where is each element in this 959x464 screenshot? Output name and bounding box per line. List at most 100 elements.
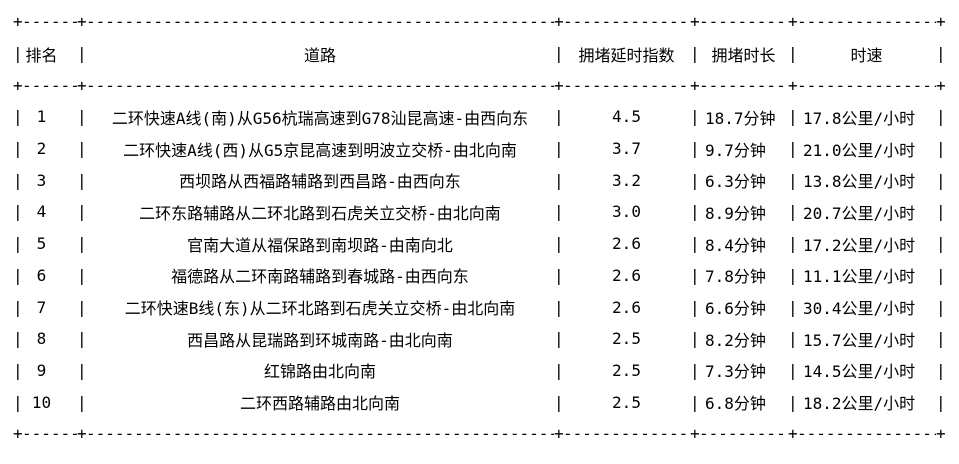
column-separator: | — [77, 265, 87, 285]
congestion-duration-cell: 6.3分钟 — [705, 172, 766, 192]
speed-cell: 17.2公里/小时 — [803, 235, 916, 255]
column-separator: | — [788, 392, 798, 412]
border-corner: + — [690, 12, 700, 32]
congestion-duration-cell: 6.8分钟 — [705, 394, 766, 414]
speed-cell: 30.4公里/小时 — [803, 299, 916, 319]
column-separator: | — [13, 44, 23, 64]
border-dash-line: ----------------------------------------… — [563, 424, 690, 444]
border-corner: + — [13, 424, 23, 444]
column-separator: | — [13, 329, 23, 349]
column-separator: | — [690, 297, 700, 317]
road-cell: 二环东路辅路从二环北路到石虎关立交桥-由北向南 — [139, 203, 501, 223]
column-separator: | — [13, 107, 23, 127]
border-corner: + — [554, 12, 564, 32]
column-separator: | — [788, 107, 798, 127]
border-corner: + — [690, 424, 700, 444]
header-speed: 时速 — [850, 45, 883, 65]
column-separator: | — [788, 360, 798, 380]
column-separator: | — [77, 297, 87, 317]
column-separator: | — [690, 107, 700, 127]
border-dash-line: ----------------------------------------… — [563, 75, 690, 95]
congestion-duration-cell: 8.2分钟 — [705, 330, 766, 350]
column-separator: | — [690, 44, 700, 64]
road-cell: 二环西路辅路由北向南 — [239, 394, 400, 414]
road-cell: 二环快速A线(南)从G56杭瑞高速到G78汕昆高速-由西向东 — [111, 108, 529, 128]
column-separator: | — [936, 202, 946, 222]
speed-cell: 11.1公里/小时 — [803, 267, 916, 287]
speed-cell: 17.8公里/小时 — [803, 108, 916, 128]
column-separator: | — [690, 329, 700, 349]
border-corner: + — [936, 12, 946, 32]
column-separator: | — [13, 202, 23, 222]
column-separator: | — [13, 234, 23, 254]
border-dash-line: ----------------------------------------… — [86, 12, 554, 32]
congestion-duration-cell: 7.8分钟 — [705, 267, 766, 287]
border-dash-line: ----------------------------------------… — [699, 75, 788, 95]
header-congestion-index: 拥堵延时指数 — [578, 45, 675, 65]
column-separator: | — [788, 202, 798, 222]
column-separator: | — [554, 234, 564, 254]
column-separator: | — [788, 44, 798, 64]
table-body: | 1 | 二环快速A线(南)从G56杭瑞高速到G78汕昆高速-由西向东 | 4… — [13, 101, 959, 418]
column-separator: | — [690, 360, 700, 380]
table-row: | 9 | 红锦路由北向南 | 2.5 | 7.3分钟 | 14.5公里/小时 … — [13, 355, 959, 387]
column-separator: | — [77, 139, 87, 159]
border-corner: + — [13, 75, 23, 95]
column-separator: | — [77, 360, 87, 380]
table-row: | 5 | 官南大道从福保路到南坝路-由南向北 | 2.6 | 8.4分钟 | … — [13, 228, 959, 260]
column-separator: | — [690, 265, 700, 285]
column-separator: | — [690, 234, 700, 254]
border-dash-line: ----------------------------------------… — [22, 75, 77, 95]
congestion-index-cell: 4.5 — [612, 107, 641, 127]
column-separator: | — [554, 265, 564, 285]
header-road: 道路 — [303, 45, 336, 65]
column-separator: | — [554, 392, 564, 412]
table-row: | 3 | 西坝路从西福路辅路到西昌路-由西向东 | 3.2 | 6.3分钟 |… — [13, 164, 959, 196]
column-separator: | — [77, 234, 87, 254]
speed-cell: 13.8公里/小时 — [803, 172, 916, 192]
congestion-index-cell: 2.6 — [612, 234, 641, 254]
column-separator: | — [554, 170, 564, 190]
table-row: | 4 | 二环东路辅路从二环北路到石虎关立交桥-由北向南 | 3.0 | 8.… — [13, 196, 959, 228]
column-separator: | — [788, 139, 798, 159]
border-dash-line: ----------------------------------------… — [22, 12, 77, 32]
table-row: | 8 | 西昌路从昆瑞路到环城南路-由北向南 | 2.5 | 8.2分钟 | … — [13, 323, 959, 355]
column-separator: | — [554, 360, 564, 380]
table-border-bottom: +---------------------------------------… — [13, 418, 959, 450]
congestion-index-cell: 3.2 — [612, 170, 641, 190]
rank-cell: 10 — [31, 392, 52, 412]
congestion-duration-cell: 18.7分钟 — [705, 108, 776, 128]
column-separator: | — [936, 234, 946, 254]
column-separator: | — [690, 139, 700, 159]
road-cell: 官南大道从福保路到南坝路-由南向北 — [187, 235, 453, 255]
column-separator: | — [13, 360, 23, 380]
border-corner: + — [788, 75, 798, 95]
rank-cell: 7 — [36, 297, 47, 317]
border-dash-line: ----------------------------------------… — [797, 424, 936, 444]
border-corner: + — [554, 424, 564, 444]
border-dash-line: ----------------------------------------… — [797, 75, 936, 95]
rank-cell: 1 — [36, 107, 47, 127]
column-separator: | — [13, 297, 23, 317]
rank-cell: 4 — [36, 202, 47, 222]
road-cell: 二环快速A线(西)从G5京昆高速到明波立交桥-由北向南 — [123, 140, 517, 160]
congestion-duration-cell: 8.9分钟 — [705, 203, 766, 223]
header-congestion-duration: 拥堵时长 — [711, 45, 776, 65]
rank-cell: 3 — [36, 170, 47, 190]
column-separator: | — [788, 234, 798, 254]
column-separator: | — [936, 265, 946, 285]
column-separator: | — [554, 297, 564, 317]
speed-cell: 18.2公里/小时 — [803, 394, 916, 414]
road-cell: 西坝路从西福路辅路到西昌路-由西向东 — [179, 172, 461, 192]
border-dash-line: ----------------------------------------… — [797, 12, 936, 32]
column-separator: | — [788, 265, 798, 285]
rank-cell: 9 — [36, 360, 47, 380]
column-separator: | — [554, 139, 564, 159]
header-rank: 排名 — [25, 45, 58, 65]
column-separator: | — [77, 329, 87, 349]
column-separator: | — [936, 170, 946, 190]
border-corner: + — [77, 12, 87, 32]
column-separator: | — [77, 107, 87, 127]
column-separator: | — [77, 44, 87, 64]
speed-cell: 15.7公里/小时 — [803, 330, 916, 350]
